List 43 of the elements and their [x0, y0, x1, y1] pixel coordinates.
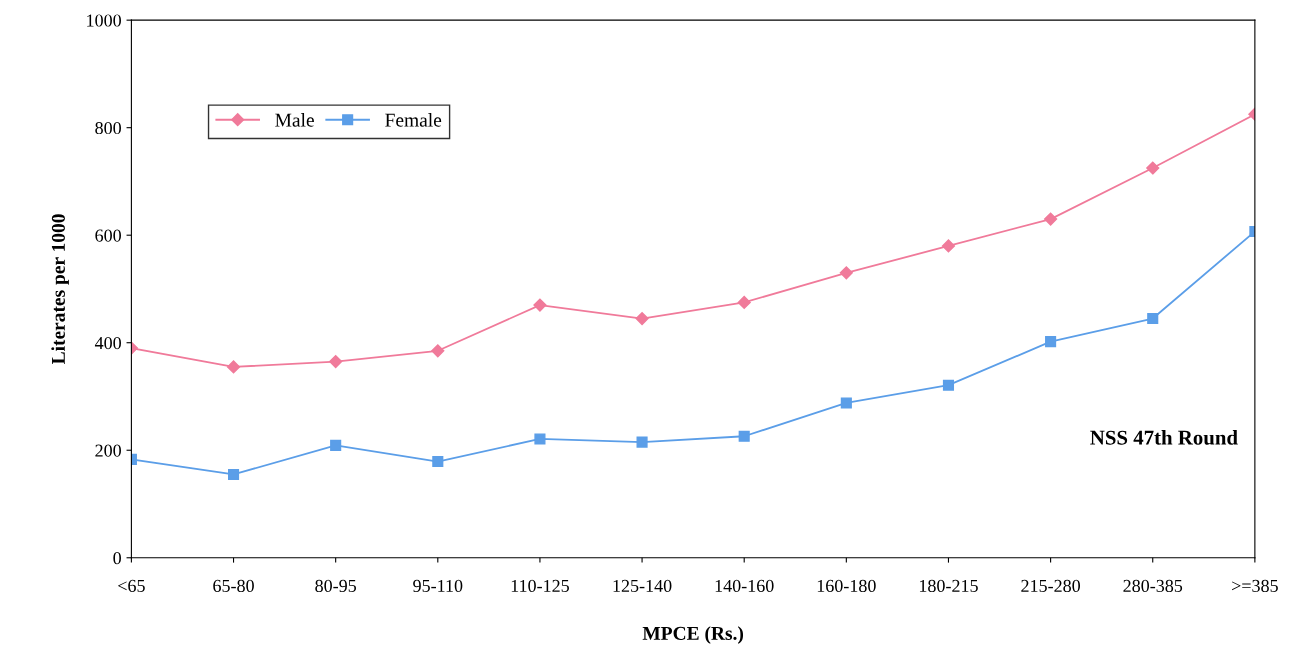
x-tick-label: 110-125 — [511, 579, 569, 592]
annotation: NSS 47th Round — [1090, 430, 1238, 445]
point — [227, 468, 240, 480]
point — [738, 430, 750, 442]
x-tick-label: 80-95 — [315, 579, 357, 592]
x-tick-label: 95-110 — [413, 579, 463, 592]
point — [330, 439, 342, 451]
y-axis-title: Literates per 1000 — [51, 214, 69, 365]
x-tick-label: 65-80 — [213, 579, 254, 592]
point — [840, 397, 852, 409]
y-tick-label: 800 — [95, 121, 121, 135]
y-tick-label: 600 — [95, 229, 121, 242]
point — [226, 360, 241, 374]
x-tick-label: >=385 — [1232, 579, 1278, 592]
x-tick-label: 280-385 — [1123, 579, 1183, 592]
point — [1045, 336, 1057, 348]
point — [839, 266, 853, 280]
x-tick-label: 125-140 — [613, 579, 672, 592]
point — [635, 311, 649, 326]
point — [737, 295, 751, 309]
point — [329, 354, 343, 369]
y-tick-label: 0 — [113, 552, 121, 565]
point — [431, 344, 445, 358]
point — [941, 239, 956, 253]
point — [534, 433, 546, 445]
legend-label: Male — [275, 113, 314, 127]
y-tick-label: 400 — [94, 336, 121, 350]
legend-label: Female — [385, 113, 442, 127]
y-tick-label: 1000 — [87, 14, 121, 27]
y-tick-label: 200 — [95, 444, 121, 457]
point — [1044, 212, 1058, 226]
x-tick-label: <65 — [118, 579, 145, 592]
x-tick-label: 160-180 — [817, 579, 876, 592]
point — [1146, 161, 1160, 175]
point — [432, 455, 444, 468]
x-tick-label: 215-280 — [1021, 579, 1080, 592]
x-axis-title: MPCE (Rs.) — [642, 626, 744, 644]
point — [533, 298, 547, 312]
x-tick-label: 180-215 — [919, 579, 978, 592]
point — [1147, 312, 1159, 325]
point — [942, 379, 955, 391]
x-tick-label: 140-160 — [715, 579, 774, 592]
point — [636, 436, 648, 448]
